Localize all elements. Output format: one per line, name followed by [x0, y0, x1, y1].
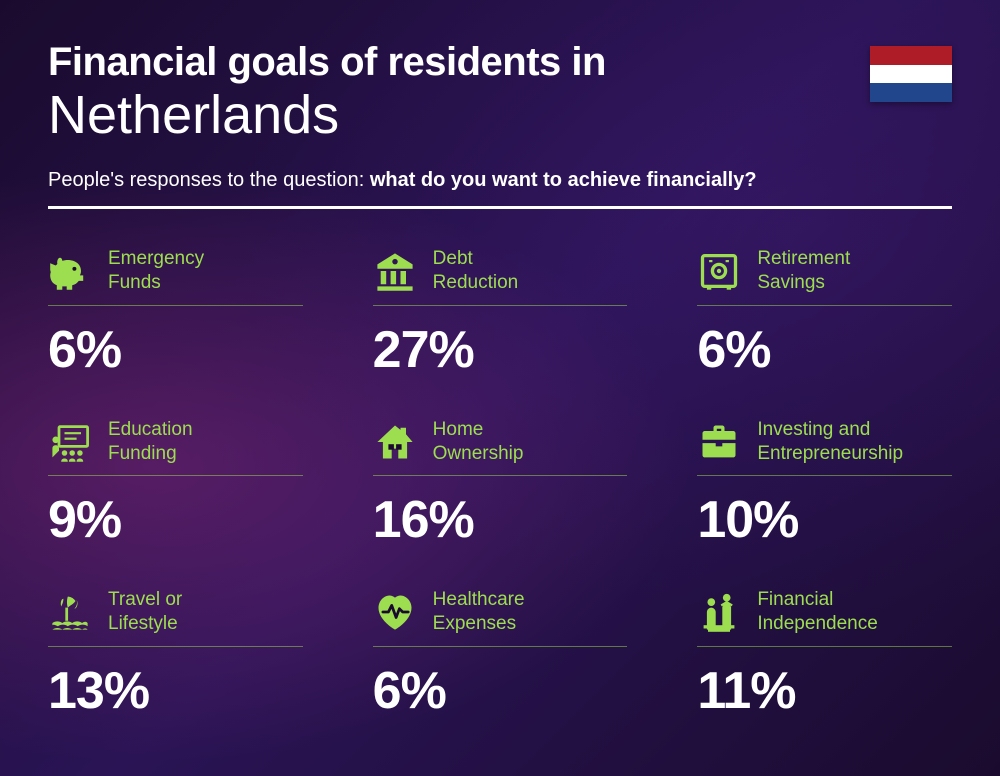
briefcase-icon	[697, 420, 741, 464]
piggy-bank-icon	[48, 249, 92, 293]
goal-head: Travel or Lifestyle	[48, 588, 303, 647]
goal-head: Healthcare Expenses	[373, 588, 628, 647]
goal-value: 6%	[697, 320, 952, 380]
goal-label: Education Funding	[108, 418, 193, 466]
flag-stripe-top	[870, 46, 952, 65]
goal-label-line1: Financial	[757, 589, 833, 610]
goal-item: Investing and Entrepreneurship 10%	[697, 418, 952, 551]
goal-label-line2: Expenses	[433, 613, 516, 634]
goal-label: Home Ownership	[433, 418, 524, 466]
goal-value: 6%	[48, 320, 303, 380]
goal-label-line1: Emergency	[108, 248, 204, 269]
divider	[48, 206, 952, 209]
goal-item: Home Ownership 16%	[373, 418, 628, 551]
goal-label: Financial Independence	[757, 588, 877, 636]
goal-item: Healthcare Expenses 6%	[373, 588, 628, 721]
goal-label-line1: Home	[433, 419, 484, 440]
goal-head: Investing and Entrepreneurship	[697, 418, 952, 477]
goal-value: 6%	[373, 661, 628, 721]
safe-icon	[697, 249, 741, 293]
title-line-1: Financial goals of residents in	[48, 40, 952, 84]
education-icon	[48, 420, 92, 464]
goal-item: Education Funding 9%	[48, 418, 303, 551]
goal-label: Retirement Savings	[757, 247, 850, 295]
flag-stripe-middle	[870, 65, 952, 84]
goal-head: Financial Independence	[697, 588, 952, 647]
goal-label-line2: Savings	[757, 272, 825, 293]
flag-stripe-bottom	[870, 83, 952, 102]
goal-value: 16%	[373, 490, 628, 550]
goal-label: Healthcare Expenses	[433, 588, 525, 636]
goal-value: 27%	[373, 320, 628, 380]
goal-item: Financial Independence 11%	[697, 588, 952, 721]
independence-icon	[697, 590, 741, 634]
goal-value: 11%	[697, 661, 952, 721]
header: Financial goals of residents in Netherla…	[48, 40, 952, 209]
goal-label-line1: Debt	[433, 248, 473, 269]
goal-label-line2: Lifestyle	[108, 613, 178, 634]
goal-label-line1: Education	[108, 419, 193, 440]
goal-label-line2: Independence	[757, 613, 877, 634]
goal-item: Debt Reduction 27%	[373, 247, 628, 380]
title-line-2: Netherlands	[48, 86, 952, 145]
goal-head: Debt Reduction	[373, 247, 628, 306]
goal-label: Debt Reduction	[433, 247, 519, 295]
subtitle: People's responses to the question: what…	[48, 169, 952, 192]
bank-icon	[373, 249, 417, 293]
goal-label: Investing and Entrepreneurship	[757, 418, 903, 466]
goal-value: 10%	[697, 490, 952, 550]
travel-icon	[48, 590, 92, 634]
goal-item: Emergency Funds 6%	[48, 247, 303, 380]
flag-netherlands	[870, 46, 952, 102]
goal-label-line1: Travel or	[108, 589, 182, 610]
goal-label-line1: Retirement	[757, 248, 850, 269]
subtitle-bold: what do you want to achieve financially?	[370, 169, 757, 191]
goal-item: Travel or Lifestyle 13%	[48, 588, 303, 721]
house-icon	[373, 420, 417, 464]
goal-label: Emergency Funds	[108, 247, 204, 295]
subtitle-prefix: People's responses to the question:	[48, 169, 370, 191]
goal-item: Retirement Savings 6%	[697, 247, 952, 380]
goal-label-line2: Funding	[108, 443, 177, 464]
healthcare-icon	[373, 590, 417, 634]
goal-label-line2: Entrepreneurship	[757, 443, 903, 464]
goal-label-line2: Ownership	[433, 443, 524, 464]
goals-grid: Emergency Funds 6% Debt Reduction 27% Retireme…	[48, 247, 952, 721]
goal-label-line1: Healthcare	[433, 589, 525, 610]
goal-label: Travel or Lifestyle	[108, 588, 182, 636]
goal-value: 13%	[48, 661, 303, 721]
goal-head: Education Funding	[48, 418, 303, 477]
goal-head: Retirement Savings	[697, 247, 952, 306]
goal-head: Home Ownership	[373, 418, 628, 477]
goal-label-line2: Reduction	[433, 272, 519, 293]
goal-head: Emergency Funds	[48, 247, 303, 306]
goal-value: 9%	[48, 490, 303, 550]
goal-label-line1: Investing and	[757, 419, 870, 440]
goal-label-line2: Funds	[108, 272, 161, 293]
